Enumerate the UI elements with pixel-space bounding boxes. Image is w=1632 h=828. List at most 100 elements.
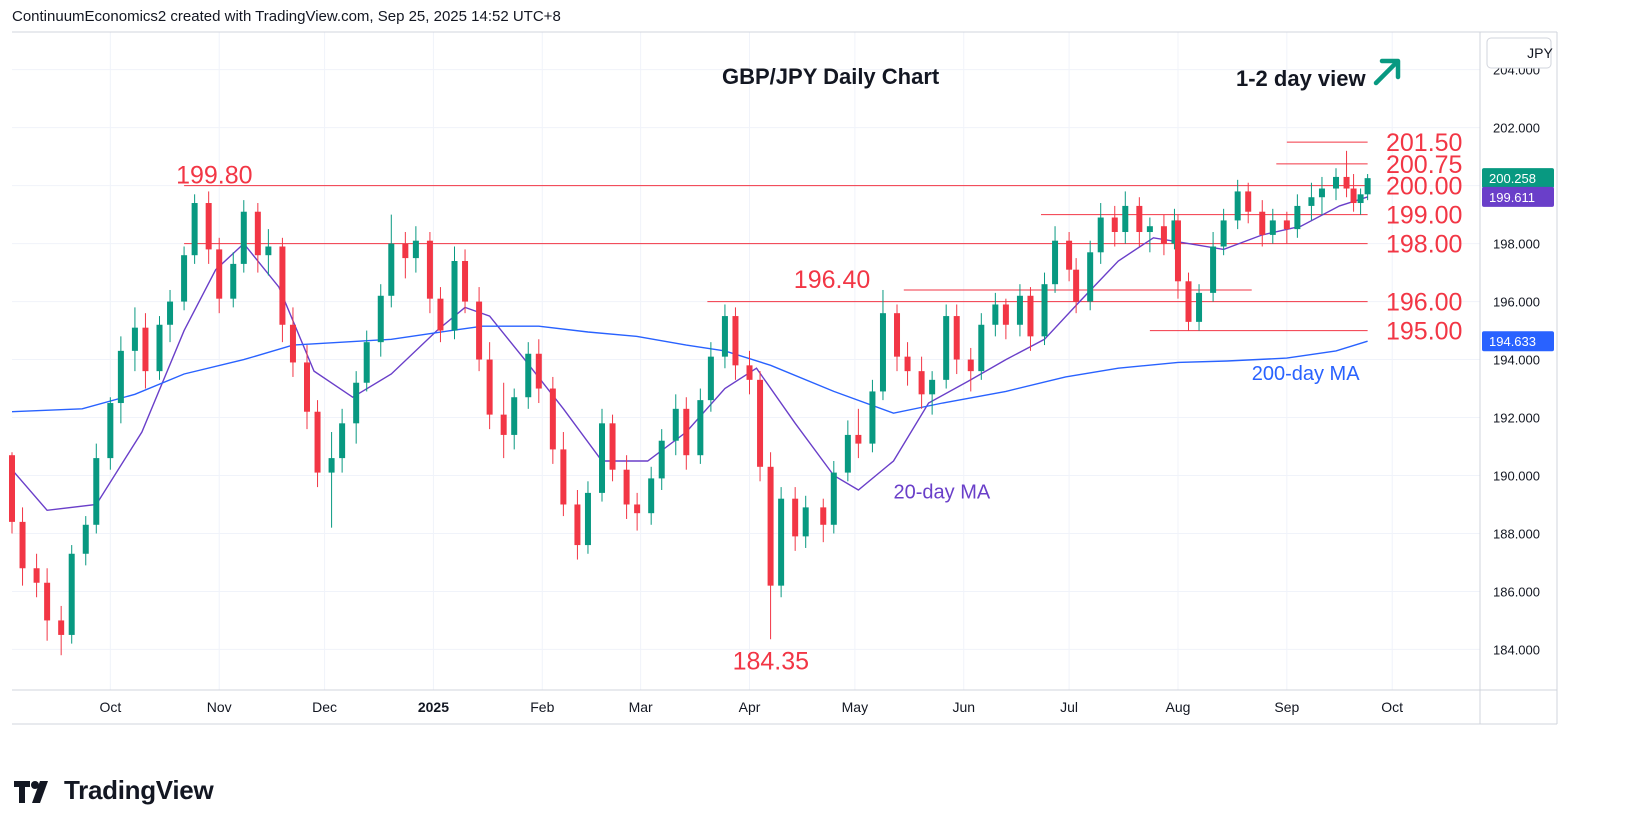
ma200-line: [11, 325, 1368, 414]
candle: [1122, 191, 1129, 244]
candle: [265, 229, 272, 276]
level-label: 199.00: [1386, 202, 1462, 230]
candle: [830, 461, 837, 534]
candle: [1171, 208, 1178, 250]
candle: [560, 432, 567, 517]
candle: [1220, 208, 1227, 256]
candle: [929, 371, 936, 415]
candle-body: [721, 316, 728, 357]
candle: [254, 203, 261, 273]
candle: [19, 507, 26, 586]
annotations: GBP/JPY Daily Chart 1-2 day view JPY 20-…: [722, 45, 1553, 504]
candle: [402, 232, 409, 279]
view-label: 1-2 day view: [1236, 66, 1367, 91]
x-tick-label: Oct: [99, 699, 121, 715]
y-tick-label: 198.000: [1493, 237, 1540, 252]
candle: [707, 342, 714, 412]
candle: [1016, 284, 1023, 337]
candle: [1269, 208, 1276, 244]
candle-body: [648, 478, 655, 514]
currency-label: JPY: [1527, 45, 1553, 61]
candle: [328, 432, 335, 528]
candle-body: [486, 359, 493, 415]
candle: [584, 481, 591, 554]
candle: [1283, 211, 1290, 244]
candle-body: [879, 313, 886, 392]
candle: [869, 379, 876, 453]
tradingview-brand[interactable]: TradingView: [14, 775, 214, 806]
candle-body: [802, 507, 809, 537]
candle: [58, 605, 65, 656]
candle-body: [732, 316, 739, 366]
candle-body: [943, 316, 950, 380]
level-label: 195.00: [1386, 318, 1462, 346]
x-tick-label: Oct: [1381, 699, 1403, 715]
candle: [1333, 168, 1340, 201]
candle: [1002, 298, 1009, 340]
candle: [820, 498, 827, 543]
up-right-arrow-icon: [1373, 58, 1401, 86]
candle-body: [1136, 205, 1143, 233]
candle-body: [820, 507, 827, 525]
candle: [68, 545, 75, 644]
candle: [279, 237, 286, 343]
candle-body: [1160, 226, 1167, 244]
candle: [1087, 240, 1094, 311]
candle-body: [240, 211, 247, 264]
candle: [634, 492, 641, 531]
candle-body: [363, 342, 370, 383]
candle-body: [1259, 211, 1266, 235]
currency-box: [1486, 37, 1552, 69]
candle: [1136, 197, 1143, 247]
candle-body: [9, 455, 15, 522]
candle: [778, 487, 785, 598]
candle: [216, 237, 223, 314]
level-label: 196.00: [1386, 289, 1462, 317]
candle: [918, 356, 925, 409]
candle-body: [1097, 217, 1104, 253]
candle: [9, 452, 15, 534]
chart-title: GBP/JPY Daily Chart: [722, 64, 940, 89]
candle: [437, 287, 444, 343]
candle: [1318, 176, 1325, 215]
candle: [33, 553, 40, 598]
candle: [1160, 214, 1167, 256]
candle-body: [1073, 269, 1080, 302]
candle: [683, 397, 690, 470]
candle-body: [353, 382, 360, 424]
candle-body: [778, 498, 785, 586]
candle: [549, 376, 556, 464]
candle-body: [279, 246, 286, 325]
price-tag-label: 194.633: [1489, 334, 1536, 349]
callout-label: 184.35: [733, 647, 809, 675]
candle-body: [894, 313, 901, 357]
candle: [486, 342, 493, 430]
y-tick-label: 202.000: [1493, 121, 1540, 136]
candle-body: [634, 504, 641, 514]
x-tick-label: Aug: [1166, 699, 1191, 715]
candle: [289, 307, 296, 377]
candle: [672, 394, 679, 456]
candle-body: [412, 240, 419, 259]
candle-body: [967, 359, 974, 372]
x-tick-label: Mar: [629, 699, 653, 715]
candle: [599, 408, 606, 502]
candle-body: [584, 492, 591, 546]
brand-name: TradingView: [64, 775, 214, 805]
y-tick-label: 188.000: [1493, 526, 1540, 541]
candle-body: [918, 371, 925, 395]
candle-body: [1171, 220, 1178, 244]
candle: [721, 304, 728, 369]
candle-body: [1269, 220, 1276, 235]
price-tag-label: 200.258: [1489, 171, 1536, 186]
candle-body: [574, 504, 581, 546]
candle-body: [1220, 220, 1227, 247]
x-tick-label: Feb: [530, 699, 554, 715]
candle: [1364, 174, 1371, 201]
candle: [1343, 150, 1350, 198]
candle-body: [830, 472, 837, 525]
candle: [82, 516, 89, 566]
candle-body: [1308, 197, 1315, 206]
candle: [1146, 217, 1153, 253]
